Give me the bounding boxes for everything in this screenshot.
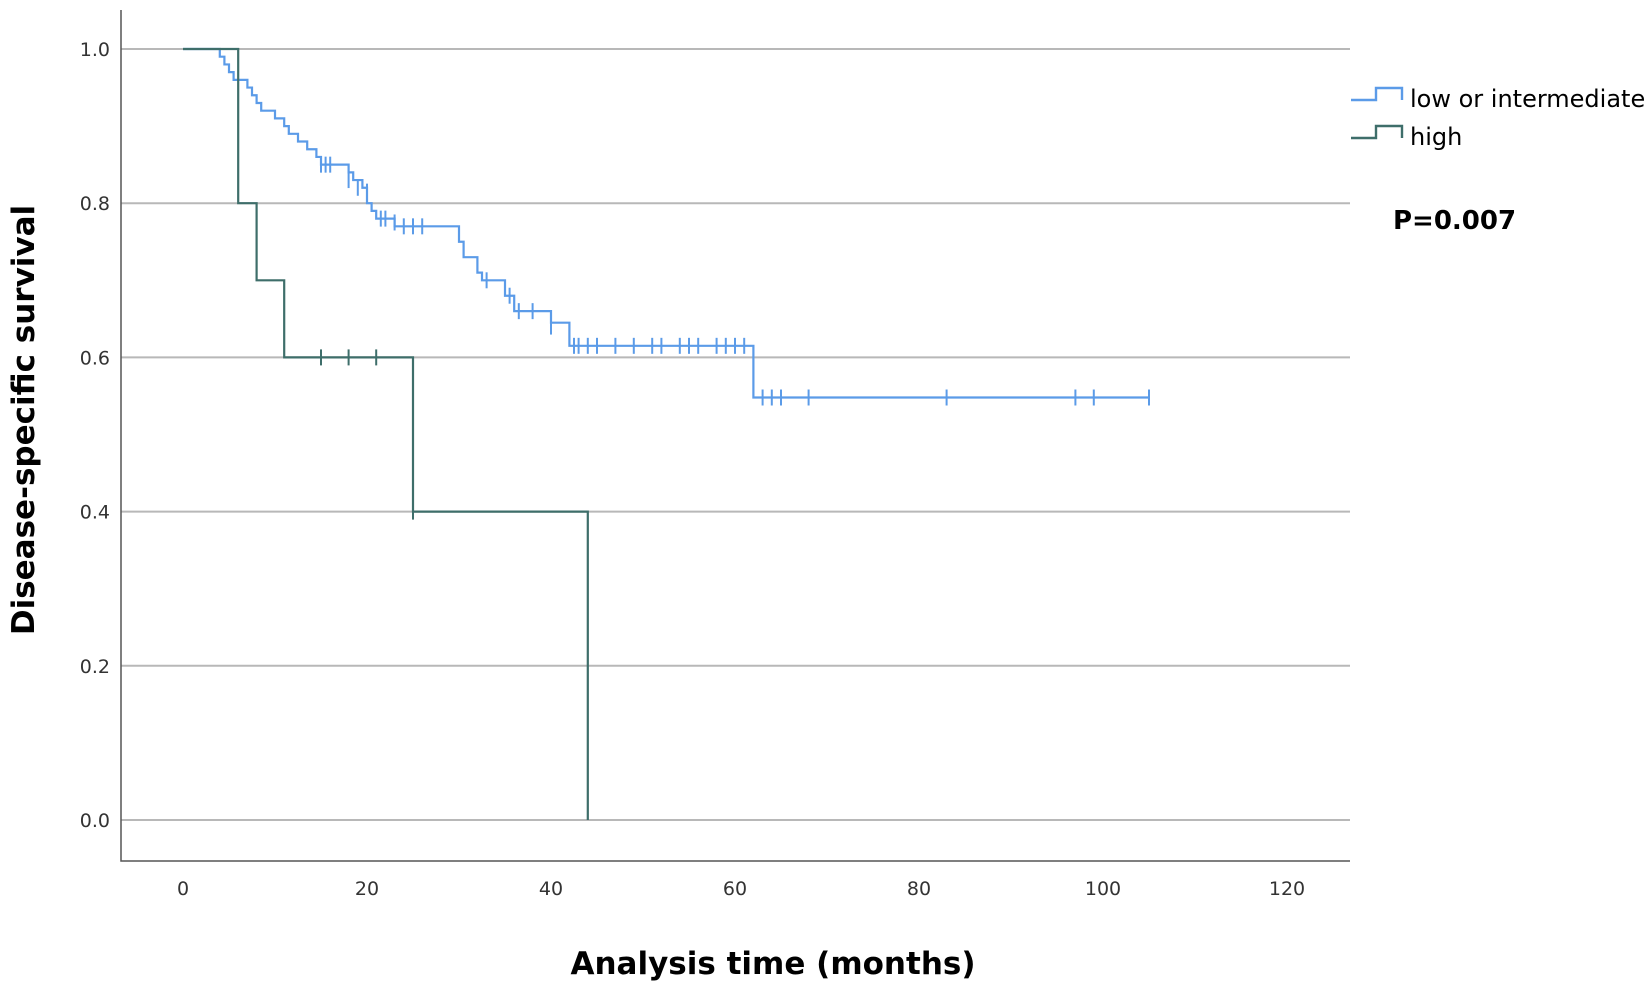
y-tick-label-1: 0.2	[80, 656, 110, 678]
x-axis-title: Analysis time (months)	[570, 946, 975, 982]
series-0	[183, 47, 1150, 406]
survival-curves	[183, 47, 1150, 820]
x-tick-label-5: 100	[1085, 878, 1121, 900]
y-tick-label-0: 0.0	[80, 810, 110, 832]
y-tick-label-3: 0.6	[80, 347, 110, 369]
x-tick-label-6: 120	[1269, 878, 1305, 900]
legend-label-1: high	[1410, 123, 1462, 151]
y-axis-title: Disease-specific survival	[6, 205, 42, 635]
x-tick-label-0: 0	[177, 878, 189, 900]
legend: low or intermediate high	[1351, 85, 1645, 151]
x-tick-label-1: 20	[355, 878, 379, 900]
legend-swatch-1	[1351, 124, 1404, 140]
tick-labels: 0.0 0.2 0.4 0.6 0.8 1.0 0 20 40 60 80 100 120	[80, 39, 1305, 900]
y-tick-label-4: 0.8	[80, 193, 110, 215]
survival-curve-1	[183, 47, 589, 820]
x-tick-label-3: 60	[723, 878, 747, 900]
legend-label-0: low or intermediate	[1410, 85, 1645, 113]
legend-swatch-0	[1351, 86, 1404, 102]
plot-frame	[120, 10, 1350, 862]
y-tick-label-5: 1.0	[80, 39, 110, 61]
axes	[120, 10, 1350, 862]
y-tick-label-2: 0.4	[80, 502, 110, 524]
series-1	[183, 47, 589, 820]
x-tick-label-2: 40	[539, 878, 563, 900]
x-tick-label-4: 80	[907, 878, 931, 900]
grid-lines	[121, 48, 1350, 821]
p-value-annotation: P=0.007	[1393, 206, 1516, 236]
survival-curve-0	[183, 47, 1149, 399]
